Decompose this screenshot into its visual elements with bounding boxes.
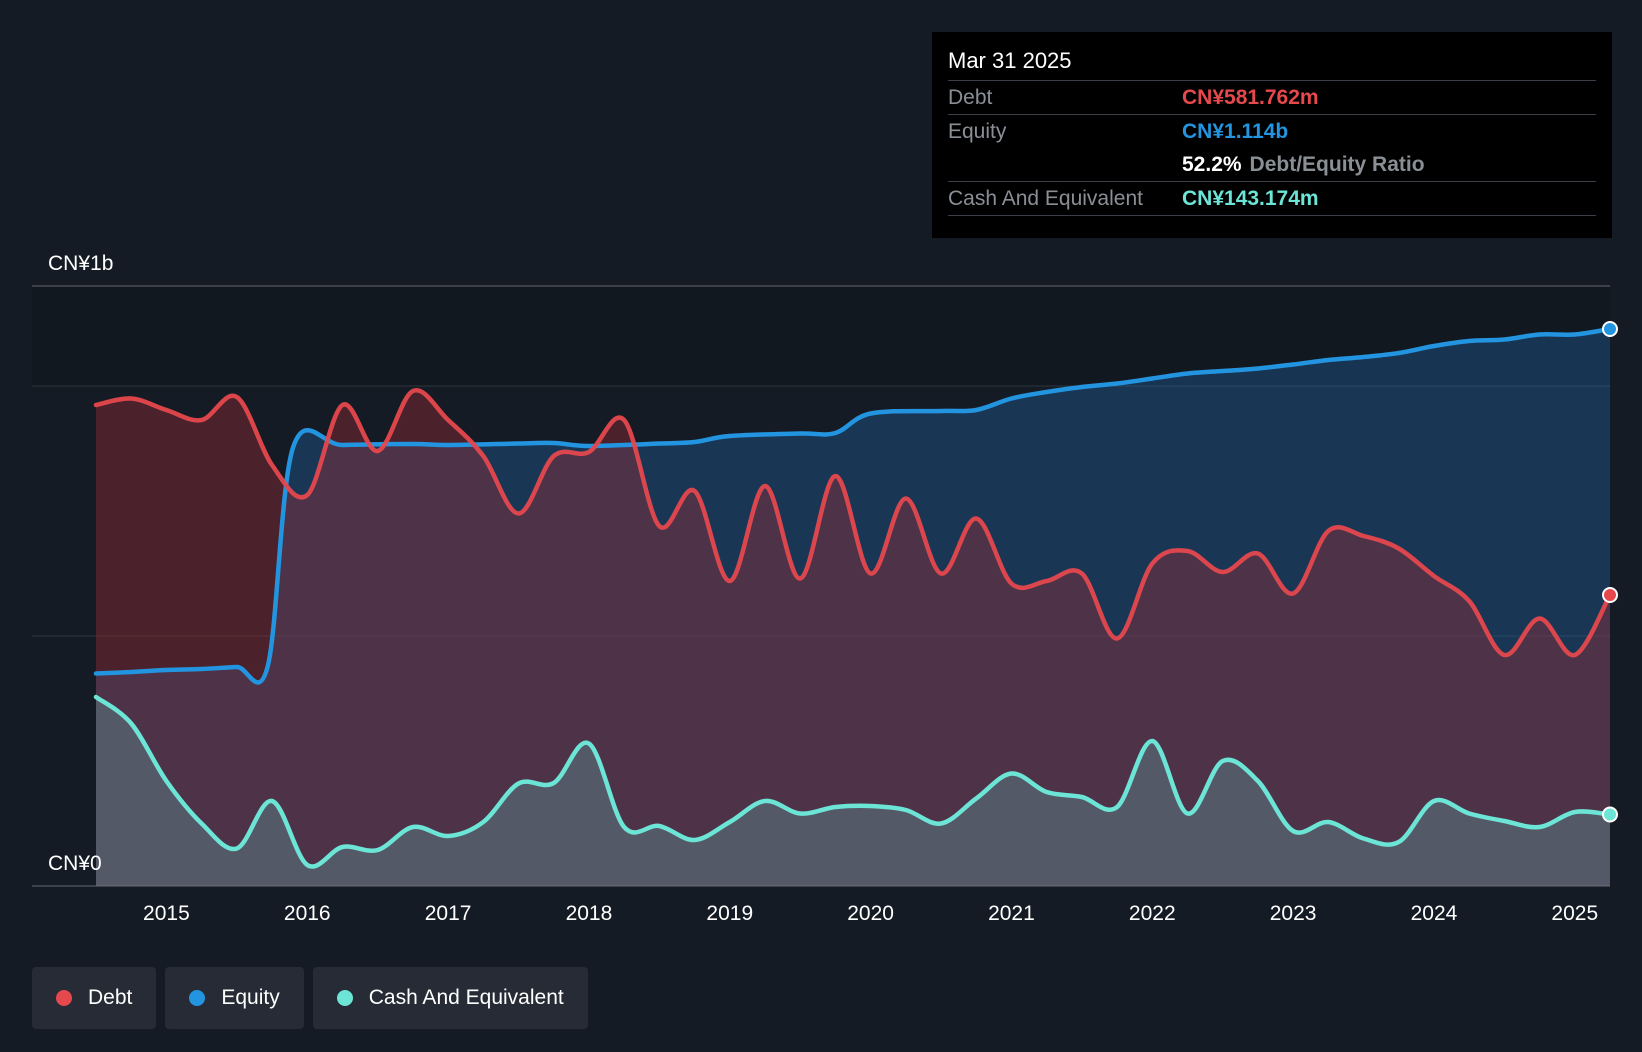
y-axis-zero-label: CN¥0	[48, 852, 102, 875]
tooltip-debt-label: Debt	[948, 85, 993, 109]
debt-dot-icon	[56, 990, 72, 1006]
legend-item-debt[interactable]: Debt	[32, 967, 157, 1029]
legend-item-cash[interactable]: Cash And Equivalent	[312, 967, 588, 1029]
chart-legend: Debt Equity Cash And Equivalent	[32, 967, 588, 1029]
debt-endpoint-marker	[1602, 587, 1618, 603]
legend-debt-label: Debt	[88, 986, 133, 1009]
tooltip-ratio-label: Debt/Equity Ratio	[1249, 152, 1425, 176]
x-tick-label: 2018	[566, 902, 613, 925]
equity-dot-icon	[189, 990, 206, 1006]
x-tick-label: 2019	[706, 902, 753, 925]
tooltip-cash-row: Cash And Equivalent CN¥143.174m	[948, 181, 1596, 216]
equity-line	[93, 326, 1613, 685]
series-endpoints	[1602, 321, 1618, 823]
y-axis-top-label: CN¥1b	[48, 252, 113, 275]
tooltip-debt-value: CN¥581.762m	[1182, 85, 1319, 109]
equity-area	[96, 329, 1610, 886]
cash-and-equivalent-endpoint-marker	[1602, 806, 1618, 823]
legend-item-equity[interactable]: Equity	[165, 967, 304, 1029]
plot-highlight-band	[32, 286, 1610, 386]
data-tooltip: Mar 31 2025 Debt CN¥581.762m Equity CN¥1…	[932, 32, 1612, 238]
tooltip-ratio-value: 52.2%	[1182, 152, 1242, 176]
x-tick-label: 2024	[1411, 902, 1458, 925]
x-tick-label: 2015	[143, 902, 190, 925]
legend-cash-label: Cash And Equivalent	[368, 986, 564, 1009]
cash-dot-icon	[336, 990, 353, 1006]
legend-equity-label: Equity	[221, 986, 280, 1009]
cash-and-equivalent-line	[93, 694, 1613, 869]
gridlines	[32, 285, 1610, 887]
tooltip-equity-row: Equity CN¥1.114b	[948, 114, 1596, 148]
x-axis: 2015 2016 2017 2018 2019 2020 2021 2022 2023 2024…	[143, 902, 1598, 925]
x-tick-label: 2016	[284, 902, 331, 925]
series-lines	[93, 326, 1613, 869]
tooltip-ratio-row: 52.2% Debt/Equity Ratio	[948, 148, 1596, 181]
debt-line	[93, 388, 1613, 658]
x-tick-label: 2021	[988, 902, 1035, 925]
x-tick-label: 2022	[1129, 902, 1176, 925]
series-areas	[96, 329, 1610, 886]
tooltip-date: Mar 31 2025	[948, 48, 1072, 73]
cash-and-equivalent-area	[96, 697, 1610, 886]
x-tick-label: 2023	[1270, 902, 1317, 925]
tooltip-equity-label: Equity	[948, 119, 1007, 143]
tooltip-cash-value: CN¥143.174m	[1182, 186, 1319, 210]
x-tick-label: 2017	[425, 902, 472, 925]
x-tick-label: 2025	[1551, 902, 1598, 925]
equity-endpoint-marker	[1602, 321, 1618, 337]
tooltip-debt-row: Debt CN¥581.762m	[948, 80, 1596, 114]
tooltip-cash-label: Cash And Equivalent	[948, 186, 1143, 210]
tooltip-equity-value: CN¥1.114b	[1182, 119, 1289, 143]
x-tick-label: 2020	[847, 902, 894, 925]
